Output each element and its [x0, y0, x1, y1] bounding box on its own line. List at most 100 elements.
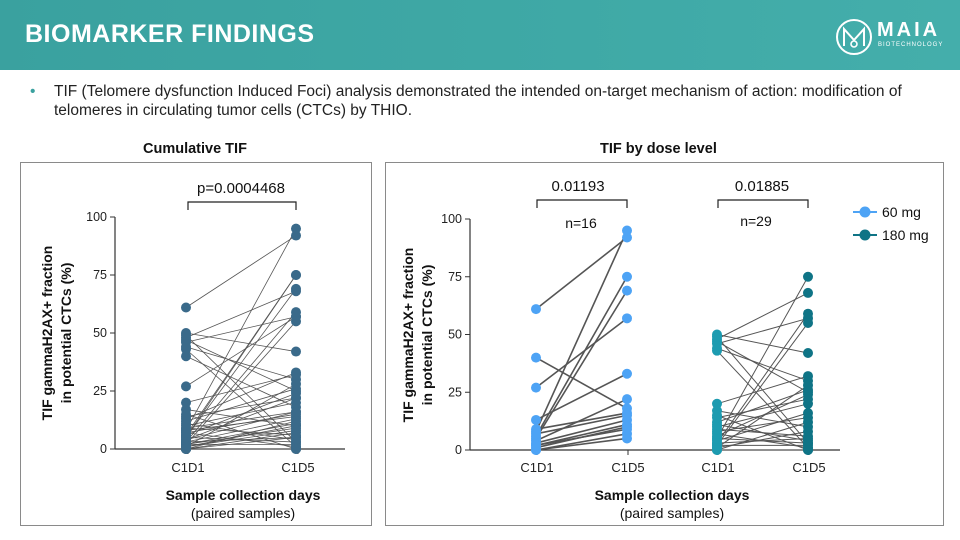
data-point-c1d1 — [181, 381, 191, 392]
data-point-c1d1 — [181, 397, 191, 408]
pair-line — [185, 274, 297, 438]
cumulative-title: Cumulative TIF — [143, 141, 247, 157]
summary-text: TIF (Telomere dysfunction Induced Foci) … — [54, 83, 902, 119]
dose-chart: 0 25 50 75 100 — [441, 199, 840, 457]
pair-line — [716, 317, 809, 345]
y-axis-label-line2: in potential CTCs (%) — [419, 265, 435, 406]
y-tick-label: 25 — [448, 385, 462, 399]
data-point-c1d1 — [712, 398, 722, 409]
pair-line — [716, 375, 809, 405]
data-point-c1d5 — [291, 316, 301, 327]
y-tick-label: 0 — [100, 442, 107, 456]
data-point-c1d1 — [712, 419, 722, 430]
significance-bracket — [536, 199, 628, 208]
maia-logo-icon — [836, 19, 872, 55]
data-point-c1d1 — [531, 304, 541, 315]
x-tick-c1d5-180mg: C1D5 — [792, 460, 825, 475]
pair-line — [185, 392, 297, 436]
pair-line — [535, 276, 628, 437]
data-point-c1d5 — [803, 347, 813, 358]
significance-bracket — [717, 199, 809, 208]
data-point-c1d5 — [291, 286, 301, 297]
data-point-c1d1 — [531, 440, 541, 451]
data-point-c1d5 — [291, 270, 301, 280]
data-point-c1d5 — [291, 441, 301, 452]
pair-line — [535, 317, 628, 389]
pair-line — [185, 235, 297, 308]
pair-line — [716, 394, 809, 437]
x-tick-c1d1-180mg: C1D1 — [701, 460, 734, 475]
pair-line — [716, 276, 809, 439]
data-point-c1d1 — [531, 382, 541, 393]
pair-line — [535, 412, 628, 430]
page-title: BIOMARKER FINDINGS — [25, 20, 315, 48]
pair-line — [185, 383, 297, 448]
y-axis-label-line2: in potential CTCs (%) — [58, 263, 74, 404]
pair-line — [716, 347, 809, 382]
y-tick-label: 75 — [448, 270, 462, 284]
x-tick-c1d1: C1D1 — [171, 460, 204, 475]
y-axis-label-line1: TIF gammaH2AX+ fraction — [39, 246, 55, 421]
x-axis-sublabel: (paired samples) — [620, 505, 724, 521]
data-point-c1d5 — [291, 369, 301, 380]
y-tick-label: 100 — [441, 212, 462, 226]
y-tick-label: 75 — [93, 268, 107, 282]
pair-line — [716, 384, 809, 449]
n-label-60mg: n=16 — [565, 215, 597, 231]
x-axis-label: Sample collection days — [166, 487, 321, 503]
pair-line — [185, 411, 297, 429]
data-point-c1d5 — [622, 410, 632, 421]
data-point-c1d5 — [291, 416, 301, 427]
data-point-c1d5 — [803, 408, 813, 419]
pair-line — [185, 316, 297, 343]
cumulative-chart: 0 25 50 75 100 — [86, 201, 345, 456]
data-point-c1d5 — [291, 434, 301, 445]
data-point-c1d5 — [622, 271, 632, 282]
data-point-c1d5 — [803, 317, 813, 328]
pair-line — [535, 398, 628, 442]
y-tick-label: 25 — [93, 384, 107, 398]
pair-line — [185, 332, 297, 352]
pair-line — [716, 292, 809, 340]
data-point-c1d1 — [531, 428, 541, 439]
pair-line — [185, 423, 297, 441]
data-point-c1d5 — [803, 371, 813, 382]
legend-marker-180mg — [859, 229, 871, 241]
pair-line — [716, 410, 809, 428]
pair-line — [185, 321, 297, 445]
data-point-c1d1 — [712, 412, 722, 423]
pair-line — [185, 372, 297, 420]
pair-line — [716, 433, 809, 449]
data-point-c1d1 — [181, 341, 191, 352]
y-axis-label-line1: TIF gammaH2AX+ fraction — [400, 248, 416, 423]
pair-line — [185, 355, 297, 408]
data-point-c1d5 — [622, 232, 632, 243]
data-point-c1d1 — [181, 351, 191, 362]
data-point-c1d5 — [291, 406, 301, 417]
pair-line — [535, 428, 628, 447]
header-bar: BIOMARKER FINDINGS MAIA BIOTECHNOLOGY — [0, 0, 960, 70]
pair-line — [535, 437, 628, 451]
data-point-c1d1 — [181, 418, 191, 429]
logo-subtext: BIOTECHNOLOGY — [878, 42, 944, 48]
pair-line — [185, 409, 297, 427]
data-point-c1d5 — [803, 394, 813, 405]
data-point-c1d1 — [181, 330, 191, 341]
pair-line — [185, 397, 297, 417]
pair-line — [535, 356, 628, 410]
data-point-c1d5 — [622, 225, 632, 236]
data-point-c1d5 — [622, 433, 632, 444]
legend-label-180mg: 180 mg — [882, 227, 929, 243]
data-point-c1d5 — [622, 368, 632, 379]
pair-line — [716, 340, 809, 393]
data-point-c1d5 — [803, 380, 813, 391]
data-point-c1d5 — [803, 287, 813, 298]
n-label-180mg: n=29 — [740, 213, 772, 229]
data-point-c1d5 — [803, 308, 813, 319]
data-point-c1d5 — [291, 346, 301, 357]
p-value-annotation: p=0.0004468 — [197, 180, 285, 197]
p-value-180mg: 0.01885 — [735, 178, 789, 195]
data-point-c1d1 — [531, 352, 541, 363]
pair-line — [185, 374, 297, 403]
y-tick-label: 50 — [448, 328, 462, 342]
